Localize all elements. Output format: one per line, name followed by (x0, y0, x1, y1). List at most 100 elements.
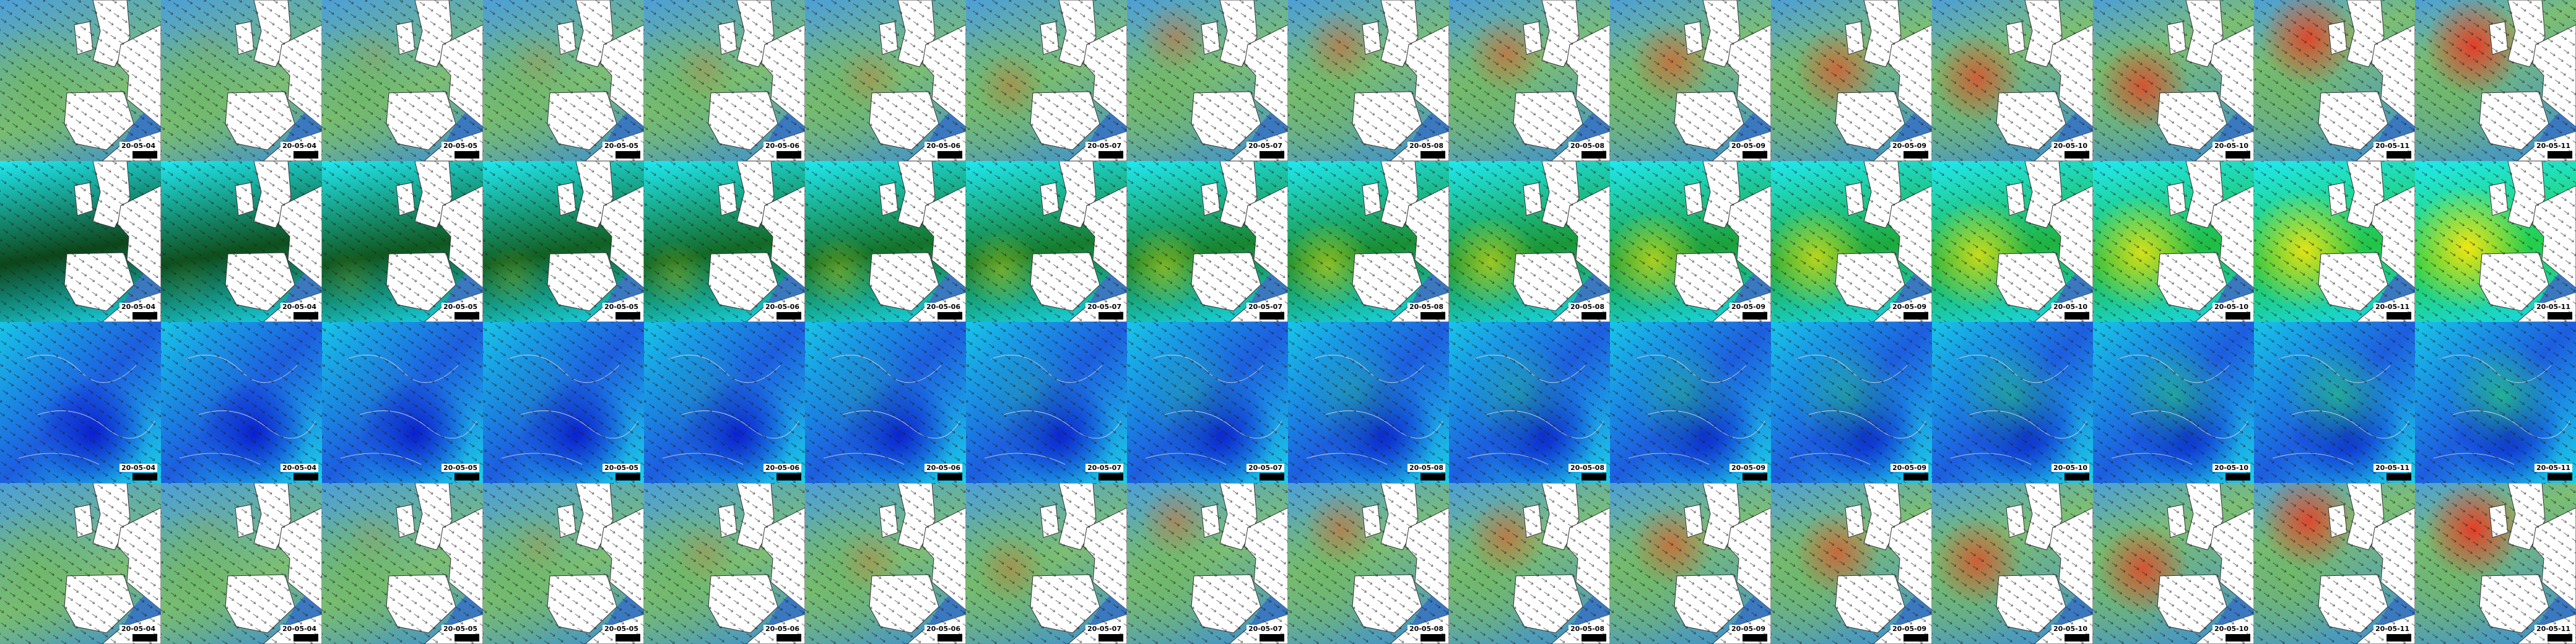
map (2415, 161, 2576, 322)
time-box (1582, 312, 1606, 320)
map (805, 161, 966, 322)
date-label: 20-05-11 (2373, 303, 2411, 311)
date-label: 20-05-08 (1568, 464, 1606, 472)
map (966, 322, 1127, 483)
map (1449, 0, 1610, 161)
map (1127, 0, 1288, 161)
map-tile: 20-05-05 (322, 483, 483, 644)
map-tile: 20-05-05 (322, 0, 483, 161)
time-box (616, 312, 640, 320)
map (1449, 161, 1610, 322)
map-tile: 20-05-10 (1932, 483, 2093, 644)
map (966, 483, 1127, 644)
time-box (1099, 634, 1123, 642)
date-label: 20-05-04 (280, 142, 318, 150)
wind-arrows (1288, 161, 1449, 322)
map (1771, 322, 1932, 483)
date-label: 20-05-05 (602, 625, 640, 633)
time-box (2226, 473, 2250, 481)
wind-arrows (161, 161, 322, 322)
time-box (2548, 312, 2572, 320)
map (2254, 322, 2415, 483)
wind-arrows (0, 322, 161, 483)
wind-arrows (2254, 161, 2415, 322)
wind-arrows (1932, 483, 2093, 644)
map-tile: 20-05-09 (1771, 0, 1932, 161)
date-label: 20-05-04 (280, 464, 318, 472)
wind-arrows (966, 322, 1127, 483)
map (805, 0, 966, 161)
wind-arrows (1288, 322, 1449, 483)
map-tile: 20-05-07 (966, 0, 1127, 161)
time-box (133, 634, 157, 642)
time-box (1260, 634, 1284, 642)
date-label: 20-05-10 (2212, 303, 2250, 311)
time-box (1099, 312, 1123, 320)
date-label: 20-05-05 (441, 142, 479, 150)
wind-arrows (483, 322, 644, 483)
map (2093, 161, 2254, 322)
date-label: 20-05-06 (763, 464, 801, 472)
map (644, 322, 805, 483)
time-box (2226, 312, 2250, 320)
date-label: 20-05-10 (2212, 625, 2250, 633)
map-tile: 20-05-11 (2254, 161, 2415, 322)
map-tile: 20-05-09 (1610, 483, 1771, 644)
map-tile: 20-05-10 (2093, 161, 2254, 322)
map-tile: 20-05-07 (966, 161, 1127, 322)
map-tile: 20-05-04 (161, 161, 322, 322)
map (2415, 322, 2576, 483)
map (483, 483, 644, 644)
map (1288, 161, 1449, 322)
map-tile: 20-05-05 (483, 0, 644, 161)
map-tile: 20-05-06 (805, 0, 966, 161)
map-tile: 20-05-11 (2254, 0, 2415, 161)
time-box (2548, 151, 2572, 159)
time-box (1904, 151, 1928, 159)
date-label: 20-05-07 (1246, 142, 1284, 150)
time-box (1421, 151, 1445, 159)
wind-arrows (644, 483, 805, 644)
map (1127, 483, 1288, 644)
map (1449, 483, 1610, 644)
map-tile: 20-05-06 (644, 483, 805, 644)
wind-arrows (161, 322, 322, 483)
date-label: 20-05-06 (924, 142, 962, 150)
time-box (455, 473, 479, 481)
map-tile: 20-05-06 (805, 483, 966, 644)
map-tile: 20-05-05 (322, 161, 483, 322)
wind-arrows (2093, 483, 2254, 644)
time-box (938, 473, 962, 481)
time-box (1582, 634, 1606, 642)
map-tile: 20-05-04 (161, 322, 322, 483)
wind-arrows (322, 322, 483, 483)
time-box (1743, 473, 1767, 481)
time-box (2065, 473, 2089, 481)
map-tile: 20-05-10 (2093, 0, 2254, 161)
wind-arrows (644, 322, 805, 483)
date-label: 20-05-04 (119, 303, 157, 311)
date-label: 20-05-06 (763, 303, 801, 311)
wind-arrows (1449, 161, 1610, 322)
date-label: 20-05-11 (2373, 625, 2411, 633)
map-tile: 20-05-05 (483, 161, 644, 322)
wind-arrows (1449, 0, 1610, 161)
time-box (1904, 473, 1928, 481)
map-tile: 20-05-07 (966, 483, 1127, 644)
wind-arrows (483, 0, 644, 161)
wind-arrows (0, 0, 161, 161)
wind-arrows (805, 0, 966, 161)
date-label: 20-05-05 (602, 464, 640, 472)
map (1127, 161, 1288, 322)
map-tile: 20-05-09 (1771, 483, 1932, 644)
map (0, 161, 161, 322)
map (1932, 0, 2093, 161)
date-label: 20-05-09 (1729, 625, 1767, 633)
wind-arrows (2415, 0, 2576, 161)
date-label: 20-05-10 (2212, 142, 2250, 150)
time-box (133, 151, 157, 159)
time-box (294, 634, 318, 642)
wind-arrows (1771, 322, 1932, 483)
wind-arrows (1127, 322, 1288, 483)
